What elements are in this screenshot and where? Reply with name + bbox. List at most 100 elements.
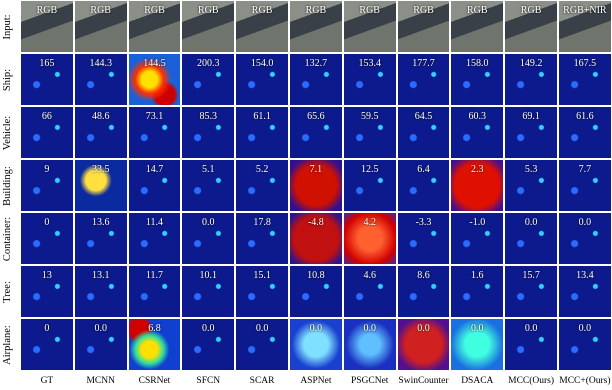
count-label: 154.0	[250, 58, 274, 69]
column-label: GT	[40, 376, 54, 386]
count-label: 0	[44, 217, 50, 228]
density-map: 1.6	[450, 265, 505, 318]
row-label: Airplane:	[2, 324, 13, 365]
density-map: 0.0	[235, 318, 289, 371]
count-label: -4.8	[307, 217, 324, 228]
count-label: 0.0	[255, 323, 269, 334]
count-label: 33.5	[91, 164, 110, 175]
density-map: 6.8	[127, 318, 182, 371]
density-map: 149.2	[504, 53, 558, 106]
density-map: 11.7	[127, 265, 182, 318]
input-image: RGB	[127, 0, 182, 53]
modality-label: RGB	[90, 5, 111, 16]
column-label: PSGCNet	[350, 376, 389, 386]
density-map: 12.5	[342, 159, 397, 212]
density-map: 144.3	[73, 53, 128, 106]
density-map: 60.3	[450, 106, 505, 159]
density-map: -1.0	[450, 212, 505, 265]
density-map: -3.3	[396, 212, 451, 265]
density-map: 0.0	[289, 318, 343, 371]
modality-label: RGB	[520, 5, 542, 16]
count-label: 10.8	[307, 270, 325, 281]
count-label: 0	[44, 323, 50, 334]
count-label: 6.8	[148, 323, 161, 334]
count-label: 73.1	[145, 111, 164, 122]
density-map: 10.8	[289, 265, 343, 318]
count-label: 0.0	[578, 217, 592, 228]
count-label: 7.1	[309, 164, 323, 175]
density-map: 0	[20, 318, 74, 371]
column-label: SCAR	[249, 376, 275, 386]
density-map: 153.4	[342, 53, 397, 106]
count-label: 5.2	[255, 164, 269, 175]
density-map: -4.8	[289, 212, 343, 265]
column-label: MCC+(Ours)	[559, 376, 611, 386]
modality-label: RGB	[467, 5, 488, 16]
count-label: 59.5	[360, 111, 379, 122]
density-map: 48.6	[73, 106, 128, 159]
count-label: 132.7	[304, 58, 328, 69]
density-map: 13	[20, 265, 74, 318]
density-map: 0.0	[181, 212, 236, 265]
density-map: 13.4	[558, 265, 612, 318]
modality-label: RGB	[305, 5, 327, 16]
count-label: -1.0	[469, 217, 486, 228]
column-label: MCNN	[86, 376, 115, 386]
input-image: RGB	[289, 0, 343, 53]
column-label: CSRNet	[138, 376, 171, 386]
count-label: 60.3	[468, 111, 487, 122]
density-map: 0.0	[396, 318, 451, 371]
density-map: 10.1	[181, 265, 236, 318]
count-label: 200.3	[197, 58, 220, 69]
density-map: 158.0	[450, 53, 505, 106]
density-map: 61.6	[558, 106, 612, 159]
density-map: 9	[20, 159, 74, 212]
count-label: 0.0	[363, 323, 376, 334]
count-label: 6.4	[417, 164, 430, 175]
density-map: 65.6	[289, 106, 343, 159]
density-map: 0	[20, 212, 74, 265]
density-map: 144.5	[127, 53, 182, 106]
count-label: 61.6	[576, 111, 594, 122]
density-map: 8.6	[396, 265, 451, 318]
column-label: ASPNet	[300, 376, 332, 386]
count-label: 165	[39, 58, 55, 69]
density-map: 0.0	[342, 318, 397, 371]
density-map: 17.8	[235, 212, 289, 265]
input-image: RGB	[342, 0, 397, 53]
density-map: 6.4	[396, 159, 451, 212]
count-label: 9	[44, 164, 50, 175]
density-map: 177.7	[396, 53, 451, 106]
count-label: 69.1	[522, 111, 540, 122]
count-label: 85.3	[199, 111, 218, 122]
density-map: 15.7	[504, 265, 558, 318]
density-map: 0.0	[450, 318, 505, 371]
density-map: 0.0	[558, 318, 612, 371]
column-label: SwinCounter	[398, 376, 449, 386]
modality-label: RGB	[413, 5, 434, 16]
density-map: 59.5	[342, 106, 397, 159]
density-map: 13.1	[73, 265, 128, 318]
modality-label: RGB+NIR	[563, 5, 607, 16]
input-image: RGB	[73, 0, 128, 53]
density-map: 167.5	[558, 53, 612, 106]
density-map: 66	[20, 106, 74, 159]
count-label: 61.1	[253, 111, 271, 122]
count-label: 0.0	[417, 323, 430, 334]
density-map: 5.2	[235, 159, 289, 212]
density-map: 7.1	[289, 159, 343, 212]
count-label: 153.4	[358, 58, 381, 69]
count-label: 177.7	[412, 58, 435, 69]
density-map: 13.6	[73, 212, 128, 265]
modality-label: RGB	[251, 5, 273, 16]
density-map: 0.0	[73, 318, 128, 371]
count-label: 158.0	[466, 58, 489, 69]
count-label: 5.1	[202, 164, 215, 175]
count-label: 13.1	[91, 270, 110, 281]
count-label: -3.3	[415, 217, 432, 228]
count-label: 66	[41, 111, 52, 122]
count-label: 10.1	[199, 270, 218, 281]
count-label: 17.8	[253, 217, 271, 228]
density-map: 73.1	[127, 106, 182, 159]
